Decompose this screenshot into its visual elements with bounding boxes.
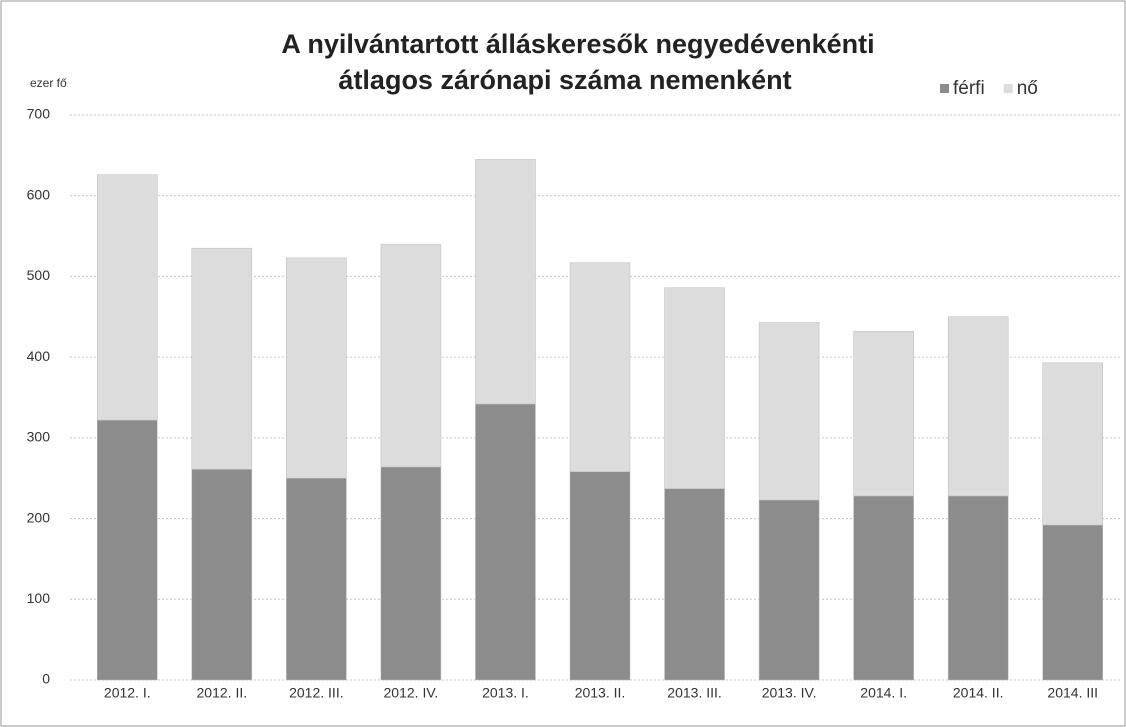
bar-segment — [286, 257, 347, 479]
bar-segment — [1042, 362, 1103, 526]
x-tick-label: 2013. II. — [575, 685, 626, 701]
x-tick-label: 2013. IV. — [762, 685, 817, 701]
x-tick-label: 2014. III — [1047, 685, 1098, 701]
y-tick-label: 700 — [27, 106, 51, 122]
y-tick-label: 200 — [27, 509, 51, 525]
x-tick-label: 2014. I. — [860, 685, 907, 701]
bar-segment — [286, 477, 347, 681]
bar-segment — [664, 488, 725, 681]
y-tick-label: 400 — [27, 348, 51, 364]
x-tick-label: 2012. IV. — [384, 685, 439, 701]
x-tick-label: 2013. III. — [667, 685, 721, 701]
bar-segment — [947, 316, 1009, 497]
bar-segment — [853, 495, 914, 681]
x-tick-label: 2012. III. — [289, 685, 343, 701]
bar-segment — [758, 499, 820, 681]
chart-title: átlagos zárónapi száma nemenként — [338, 65, 791, 95]
chart-title: A nyilvántartott álláskeresők negyedéven… — [281, 29, 874, 59]
y-tick-label: 0 — [42, 671, 50, 687]
y-tick-label: 300 — [27, 429, 51, 445]
legend-swatch — [940, 84, 949, 93]
bar-segment — [380, 466, 442, 681]
bar-segment — [191, 247, 253, 470]
legend-label: férfi — [953, 78, 985, 99]
x-tick-label: 2014. II. — [953, 685, 1004, 701]
bar-segment — [569, 262, 631, 473]
bar-segment — [97, 174, 158, 421]
bar-segment — [947, 495, 1009, 681]
x-tick-label: 2012. II. — [197, 685, 248, 701]
x-tick-label: 2013. I. — [482, 685, 529, 701]
legend-swatch — [1003, 84, 1013, 93]
y-tick-label: 500 — [27, 267, 51, 283]
bar-segment — [853, 331, 914, 497]
y-tick-label: 100 — [27, 590, 51, 606]
y-axis-label: ezer fő — [30, 76, 67, 90]
bar-segment — [569, 471, 631, 681]
bar-segment — [758, 322, 820, 501]
bar-segment — [475, 403, 536, 681]
y-tick-label: 600 — [27, 186, 51, 202]
bar-segment — [1042, 524, 1103, 681]
bar-segment — [97, 419, 158, 681]
bar-segment — [191, 469, 253, 681]
bar-segment — [475, 159, 536, 405]
x-tick-label: 2012. I. — [104, 685, 151, 701]
bar-segment — [664, 287, 725, 489]
legend-label: nő — [1017, 78, 1038, 99]
bar-segment — [380, 243, 442, 468]
